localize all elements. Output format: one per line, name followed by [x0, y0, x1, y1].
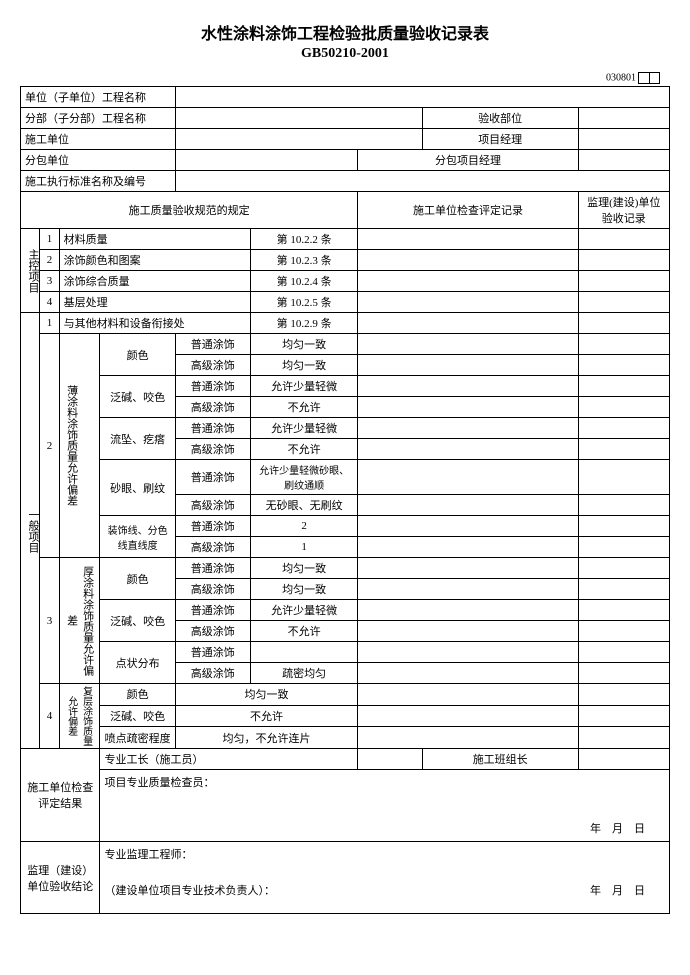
ft1-a: 专业工长（施工员）: [100, 749, 358, 770]
yb4-title: 复层涂饰质量允许偏差: [59, 684, 100, 749]
hdr-value: [175, 108, 422, 129]
yb2-num: 2: [40, 334, 59, 558]
zk-num: 3: [40, 271, 59, 292]
doc-title-1: 水性涂料涂饰工程检验批质量验收记录表: [20, 20, 670, 44]
yb2-title: 薄涂料涂饰质量允许偏差: [59, 334, 100, 558]
hdr-label: 分包单位: [21, 150, 176, 171]
yb3-num: 3: [40, 558, 59, 684]
hdr-value: [175, 150, 358, 171]
hdr-right-value: [578, 129, 669, 150]
ft1-b: 施工班组长: [422, 749, 578, 770]
hdr-row: 分部（子分部）工程名称 验收部位: [21, 108, 670, 129]
zk-num: 4: [40, 292, 59, 313]
ft2-left: 监理（建设）单位验收结论: [21, 842, 100, 914]
hdr-row: 单位（子单位）工程名称: [21, 87, 670, 108]
zk-num: 1: [40, 229, 59, 250]
ft1-sign: 项目专业质量检查员： 年 月 日: [100, 770, 670, 842]
yb2-req: 均匀一致: [250, 334, 357, 355]
hdr-value: [175, 171, 669, 192]
hdr-label: 分部（子分部）工程名称: [21, 108, 176, 129]
sh-inspection: 施工单位检查评定记录: [358, 192, 578, 229]
doc-title-2: GB50210-2001: [20, 46, 670, 62]
page-code: 030801: [20, 72, 670, 84]
section-header-row: 施工质量验收规范的规定 施工单位检查评定记录 监理(建设)单位验收记录: [21, 192, 670, 229]
zk-name: 涂饰综合质量: [59, 271, 250, 292]
zk-spec: 第 10.2.3 条: [250, 250, 357, 271]
yb-name: 与其他材料和设备衔接处: [59, 313, 250, 334]
hdr-label: 单位（子单位）工程名称: [21, 87, 176, 108]
hdr-right-label: 验收部位: [422, 108, 578, 129]
yb-label-cell: 一般项目: [21, 313, 40, 749]
sh-regulation: 施工质量验收规范的规定: [21, 192, 358, 229]
hdr-value: [175, 87, 669, 108]
zk-name: 材料质量: [59, 229, 250, 250]
yb2-item: 颜色: [100, 334, 175, 376]
ft2-sign: 专业监理工程师： （建设单位项目专业技术负责人）： 年 月 日: [100, 842, 670, 914]
yb-num: 1: [40, 313, 59, 334]
yb2-type: 普通涂饰: [175, 334, 250, 355]
zk-spec: 第 10.2.2 条: [250, 229, 357, 250]
zk-name: 基层处理: [59, 292, 250, 313]
zk-name: 涂饰颜色和图案: [59, 250, 250, 271]
yb4-num: 4: [40, 684, 59, 749]
sh-supervision: 监理(建设)单位验收记录: [578, 192, 669, 229]
hdr-label: 施工单位: [21, 129, 176, 150]
hdr-right-label: 分包项目经理: [358, 150, 578, 171]
zk-num: 2: [40, 250, 59, 271]
hdr-value: [175, 129, 422, 150]
yb-spec: 第 10.2.9 条: [250, 313, 357, 334]
hdr-row: 分包单位 分包项目经理: [21, 150, 670, 171]
hdr-row: 施工执行标准名称及编号: [21, 171, 670, 192]
hdr-right-value: [578, 108, 669, 129]
zk-spec: 第 10.2.4 条: [250, 271, 357, 292]
hdr-right-value: [578, 150, 669, 171]
ft1-left: 施工单位检查评定结果: [21, 749, 100, 842]
yb3-title: 厚涂料涂饰质量允许偏差: [59, 558, 100, 684]
hdr-row: 施工单位 项目经理: [21, 129, 670, 150]
inspection-table: 单位（子单位）工程名称 分部（子分部）工程名称 验收部位 施工单位 项目经理 分…: [20, 86, 670, 914]
hdr-right-label: 项目经理: [422, 129, 578, 150]
zk-spec: 第 10.2.5 条: [250, 292, 357, 313]
zk-label-cell: 主控项目: [21, 229, 40, 313]
hdr-label: 施工执行标准名称及编号: [21, 171, 176, 192]
